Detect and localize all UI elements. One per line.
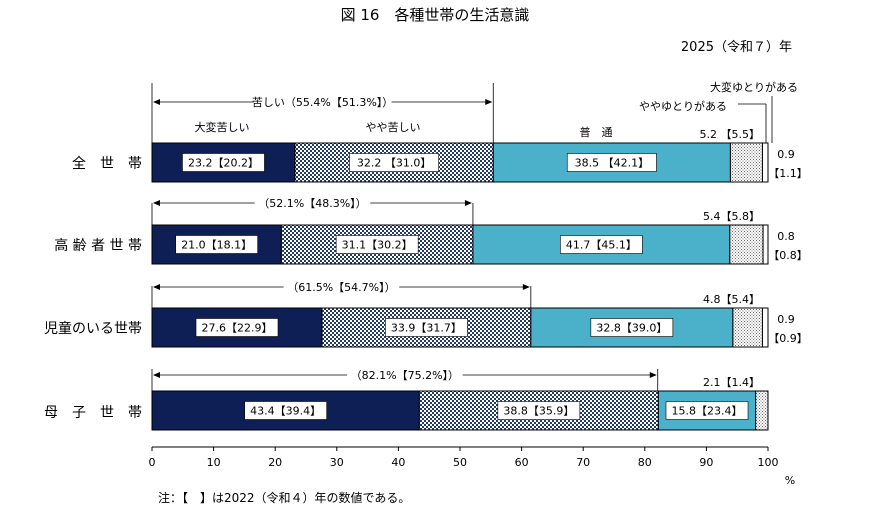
- data-label-box: [497, 401, 581, 420]
- arrowhead-left: [153, 372, 160, 378]
- bar-segment-very-comfortable: [761, 142, 769, 183]
- x-tick-label: 80: [638, 456, 652, 469]
- data-label-box: [665, 401, 749, 420]
- data-label: 41.7【45.1】: [566, 239, 637, 252]
- data-label: 31.1【30.2】: [342, 239, 413, 252]
- arrowhead-right: [649, 372, 657, 378]
- data-label-box: [335, 235, 419, 254]
- data-label: 38.8【35.9】: [503, 405, 574, 418]
- category-label: 全 世 帯: [72, 155, 142, 172]
- x-tick-label: 0: [149, 456, 156, 469]
- legend-very-hard: 大変苦しい: [195, 120, 250, 134]
- x-tick-label: 40: [391, 456, 405, 469]
- data-label: 21.0【18.1】: [181, 239, 252, 252]
- data-label-very-comfortable: 0.9: [777, 148, 795, 161]
- arrowhead-right: [522, 284, 530, 290]
- data-label-very-comfortable: 0.9: [777, 313, 795, 326]
- arrowhead-left: [153, 99, 160, 105]
- category-label: 高 齢 者 世 帯: [54, 237, 142, 254]
- x-tick-label: 50: [453, 456, 467, 469]
- data-label-box: [385, 318, 468, 337]
- data-label: 15.8【23.4】: [672, 405, 743, 418]
- legend-normal: 普 通: [580, 125, 613, 139]
- data-label-somewhat-comfortable: 5.4【5.8】: [703, 210, 760, 223]
- data-label-box: [182, 153, 265, 172]
- x-tick-label: 90: [699, 456, 713, 469]
- footnote: 注：【 】は2022（令和４）年の数値である。: [158, 490, 410, 505]
- data-label-box: [175, 235, 258, 254]
- year-label: 2025（令和７）年: [681, 40, 792, 55]
- x-unit-label: %: [785, 474, 795, 487]
- arrowhead-right: [485, 99, 493, 105]
- category-label: 母 子 世 帯: [44, 405, 142, 421]
- data-label: 32.8【39.0】: [596, 322, 667, 335]
- x-tick-label: 100: [758, 456, 779, 469]
- hard-total-label: （52.1%【48.3%】）: [258, 197, 366, 210]
- arrowhead-left: [153, 200, 160, 206]
- plot-area: 全 世 帯 23.2【20.2】 32.2 【31.0】 38.5 【42.1】 5.2…: [44, 83, 808, 431]
- data-label-box: [195, 318, 279, 337]
- data-label-box: [560, 235, 643, 254]
- x-tick-label: 10: [207, 456, 221, 469]
- bar-segment-somewhat-comfortable: [732, 307, 763, 348]
- hard-total-label: （82.1%【75.2%】）: [351, 369, 459, 382]
- bar-segment-somewhat-comfortable: [729, 224, 764, 265]
- legend-somewhat-comfortable: ややゆとりがある: [639, 99, 727, 113]
- data-label-somewhat-comfortable: 5.2 【5.5】: [700, 128, 760, 141]
- x-tick-label: 60: [515, 456, 529, 469]
- data-label-box: [349, 153, 439, 172]
- data-label-somewhat-comfortable: 4.8【5.4】: [703, 293, 760, 306]
- chart-title: 図 16 各種世帯の生活意識: [341, 6, 530, 24]
- bar-segment-very-comfortable: [761, 307, 769, 348]
- data-label-very-comfortable: 0.8: [777, 230, 795, 243]
- hard-total-label: （61.5%【54.7%】）: [287, 281, 395, 294]
- x-tick-label: 20: [268, 456, 282, 469]
- x-tick-label: 70: [576, 456, 590, 469]
- bar-segment-very-comfortable: [762, 224, 769, 265]
- category-label: 児童のいる世帯: [44, 320, 142, 337]
- arrowhead-right: [464, 200, 472, 206]
- data-label-very-comfortable-prev: 【0.9】: [768, 332, 808, 345]
- data-label: 32.2 【31.0】: [357, 157, 431, 170]
- x-axis: 0 10 20 30 40 50 60 70 80 90 100: [149, 446, 779, 469]
- data-label: 38.5 【42.1】: [575, 157, 649, 170]
- data-label-box: [566, 153, 657, 172]
- bar-segment-somewhat-comfortable: [729, 142, 763, 183]
- data-label-very-comfortable-prev: 【1.1】: [768, 167, 808, 180]
- data-label: 27.6【22.9】: [202, 322, 273, 335]
- data-label: 23.2【20.2】: [188, 157, 259, 170]
- x-tick-label: 30: [330, 456, 344, 469]
- data-label-somewhat-comfortable: 2.1【1.4】: [703, 376, 760, 389]
- data-label-box: [244, 401, 327, 420]
- data-label: 43.4【39.4】: [250, 405, 321, 418]
- arrowhead-left: [153, 284, 160, 290]
- data-label-very-comfortable-prev: 【0.8】: [768, 249, 808, 262]
- data-label-box: [590, 318, 674, 337]
- bar-segment-somewhat-comfortable: [755, 390, 769, 431]
- legend-very-comfortable: 大変ゆとりがある: [710, 80, 798, 94]
- hard-total-label: 苦しい（55.4%【51.3%】）: [252, 96, 393, 109]
- data-label: 33.9【31.7】: [391, 322, 462, 335]
- legend-somewhat-hard: やや苦しい: [366, 121, 421, 134]
